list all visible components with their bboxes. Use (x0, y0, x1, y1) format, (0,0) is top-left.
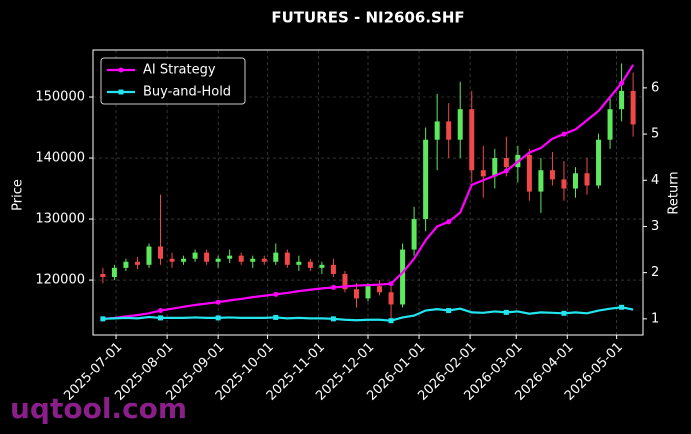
y-tick-label: 120000 (35, 273, 85, 288)
candle-body (561, 179, 567, 189)
candle-body (181, 258, 187, 262)
legend-marker (118, 67, 124, 73)
line-marker (158, 315, 164, 321)
line-marker (619, 304, 625, 310)
candle-body (261, 258, 267, 262)
candle-body (630, 90, 636, 125)
candle-body (227, 255, 233, 259)
candle-body (204, 252, 210, 262)
candle-body (215, 258, 221, 262)
candle-body (158, 246, 164, 259)
candle-body (377, 286, 383, 293)
line-marker (330, 316, 336, 322)
line-marker (561, 131, 567, 137)
candle-body (353, 289, 359, 299)
return-line (102, 64, 635, 320)
line-marker (446, 308, 452, 314)
candle-body (111, 267, 117, 278)
candle-body (434, 121, 440, 140)
y-tick-label: 130000 (35, 212, 85, 227)
candle-body (411, 219, 417, 250)
y-tick-label: 140000 (35, 151, 85, 166)
line-marker (330, 284, 336, 290)
candle-body (319, 264, 325, 268)
line-marker (100, 316, 106, 322)
line-marker (388, 281, 394, 287)
line-marker (388, 318, 394, 324)
candle-body (480, 170, 486, 177)
candle-body (596, 139, 602, 186)
candle-body (296, 261, 302, 265)
line-marker (215, 315, 221, 321)
candle-body (238, 255, 244, 262)
candle-body (549, 170, 555, 180)
watermark: uqtool.com (10, 392, 187, 425)
y2-axis-label: Return (667, 171, 682, 214)
y2-tick-label: 1 (651, 311, 659, 326)
candle-body (423, 139, 429, 220)
line-marker (503, 168, 509, 174)
plot-frame (92, 49, 644, 336)
y-axis-label: Price (11, 179, 26, 211)
legend: AI Strategy Buy-and-Hold (100, 57, 246, 105)
y2-tick-label: 3 (651, 219, 659, 234)
candle-body (388, 292, 394, 305)
legend-label: AI Strategy (143, 63, 216, 78)
candle-body (400, 249, 406, 305)
line-marker (273, 314, 279, 320)
legend-marker (118, 89, 124, 95)
candle-body (503, 158, 509, 168)
candle-body (284, 252, 290, 265)
line-marker (158, 308, 164, 314)
candle-body (619, 90, 625, 110)
candle-body (146, 246, 152, 265)
line-marker (619, 80, 625, 86)
candle-body (446, 121, 452, 140)
candle-body (307, 261, 313, 268)
candle-body (469, 109, 475, 171)
y-tick-label: 150000 (35, 89, 85, 104)
candle-body (365, 286, 371, 299)
candle-body (273, 252, 279, 262)
candle-body (192, 252, 198, 259)
candle-body (134, 261, 140, 265)
line-marker (503, 309, 509, 315)
line-marker (446, 219, 452, 225)
candle-body (607, 109, 613, 140)
candle-body (572, 173, 578, 189)
candle-body (584, 173, 590, 186)
y2-tick-label: 5 (651, 127, 659, 142)
candle-body (342, 273, 348, 290)
y2-tick-label: 6 (651, 80, 659, 95)
line-marker (215, 299, 221, 305)
candle-body (538, 170, 544, 192)
candle-body (250, 258, 256, 262)
candle-body (100, 273, 106, 278)
candle-body (169, 258, 175, 262)
candle-body (526, 154, 532, 192)
legend-box (100, 57, 246, 105)
y2-tick-label: 4 (651, 173, 659, 188)
line-marker (561, 310, 567, 316)
legend-label: Buy-and-Hold (143, 85, 231, 100)
chart-title: FUTURES - NI2606.SHF (271, 9, 464, 27)
candle-body (330, 264, 336, 274)
candle-body (492, 158, 498, 177)
candle-body (123, 261, 129, 268)
y2-tick-label: 2 (651, 265, 659, 280)
candle-body (457, 109, 463, 140)
line-marker (273, 291, 279, 297)
return-line (102, 306, 634, 322)
